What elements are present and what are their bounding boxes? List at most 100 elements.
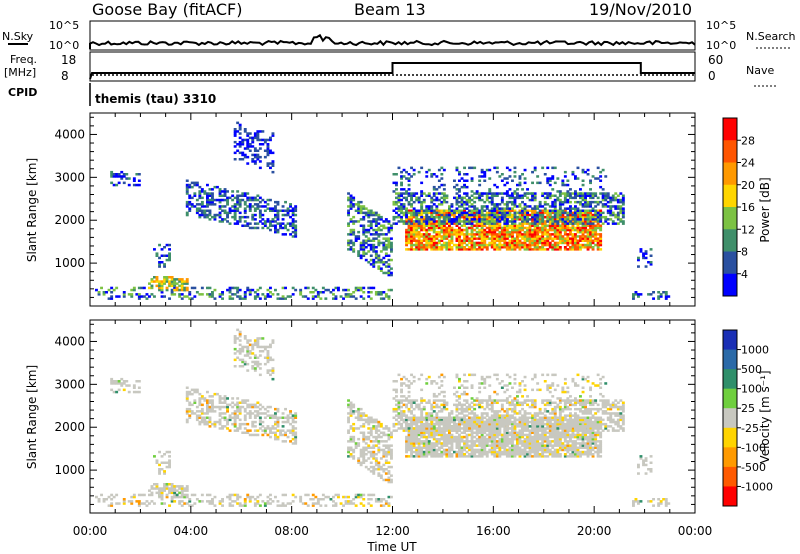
power-cell	[258, 209, 262, 212]
power-cell	[238, 132, 242, 135]
power-cell	[508, 243, 512, 247]
power-cell	[541, 241, 545, 245]
velocity-cell	[112, 380, 116, 383]
power-cell	[276, 230, 280, 234]
power-cell	[483, 237, 487, 240]
power-cell	[526, 209, 529, 212]
power-cell	[163, 295, 166, 298]
power-cell	[427, 218, 431, 221]
power-cell	[536, 224, 540, 227]
power-cell	[420, 233, 424, 236]
velocity-cell	[233, 500, 237, 503]
power-cell	[261, 213, 265, 217]
power-cell	[513, 224, 517, 227]
power-cell	[611, 196, 615, 200]
velocity-cell	[478, 444, 482, 447]
velocity-cell	[130, 495, 134, 499]
power-cell	[528, 213, 532, 217]
velocity-cell	[266, 495, 270, 499]
velocity-cell	[253, 356, 257, 359]
velocity-cell	[279, 433, 282, 437]
power-cell	[387, 273, 391, 277]
velocity-cell	[226, 422, 229, 426]
velocity-cell	[382, 468, 386, 471]
power-cell	[480, 246, 484, 249]
power-cell	[480, 192, 484, 195]
velocity-cell	[349, 446, 353, 449]
velocity-cell	[478, 448, 482, 452]
power-cell	[543, 237, 547, 240]
power-cell	[410, 220, 413, 223]
power-cell	[495, 248, 499, 251]
velocity-cell	[294, 437, 298, 441]
power-cell	[503, 233, 507, 236]
velocity-cell	[387, 435, 391, 439]
velocity-cell	[445, 455, 449, 458]
velocity-cell	[349, 502, 353, 505]
velocity-cell	[200, 418, 204, 422]
power-cell	[523, 215, 527, 219]
power-cell	[160, 284, 164, 288]
power-cell	[377, 256, 381, 260]
power-cell	[498, 211, 502, 215]
velocity-cell	[243, 401, 247, 404]
power-cell	[566, 241, 570, 245]
power-cell	[369, 286, 373, 290]
power-cell	[621, 196, 625, 200]
velocity-cell	[246, 431, 250, 434]
velocity-cell	[468, 444, 471, 447]
velocity-cell	[430, 418, 434, 422]
power-cell	[533, 213, 537, 217]
velocity-cell	[364, 459, 368, 462]
velocity-cell	[238, 401, 242, 404]
power-cell	[571, 218, 575, 221]
power-cell	[571, 248, 575, 251]
velocity-cell	[473, 444, 477, 447]
velocity-cell	[253, 403, 257, 407]
velocity-cell	[437, 437, 441, 441]
power-cell	[576, 224, 580, 227]
velocity-cell	[274, 416, 277, 419]
power-cell	[493, 222, 497, 225]
power-cell	[180, 278, 184, 281]
power-cell	[379, 297, 383, 300]
power-cell	[498, 235, 502, 238]
power-cell	[387, 258, 391, 262]
power-cell	[470, 203, 474, 206]
power-cell	[359, 224, 363, 227]
velocity-cell	[163, 472, 166, 475]
power-cell	[206, 215, 209, 219]
velocity-cell	[448, 442, 451, 445]
power-cell	[243, 224, 247, 227]
velocity-cell	[294, 416, 298, 419]
velocity-cell	[163, 502, 166, 505]
power-cell	[188, 185, 192, 189]
power-cell	[420, 207, 424, 210]
power-cell	[503, 239, 507, 242]
power-cell	[407, 220, 411, 223]
power-cell	[185, 185, 189, 189]
power-cell	[437, 233, 441, 236]
velocity-cell	[425, 442, 429, 445]
power-cell	[508, 226, 512, 230]
power-cell	[445, 200, 449, 204]
power-cell	[528, 205, 532, 208]
velocity-cell	[382, 427, 386, 430]
power-cell	[269, 222, 272, 225]
power-cell	[412, 248, 416, 251]
power-cell	[483, 215, 487, 219]
power-cell	[291, 220, 295, 223]
power-cell	[536, 239, 540, 242]
power-cell	[586, 237, 590, 240]
velocity-cell	[223, 416, 227, 419]
velocity-cell	[243, 345, 247, 349]
velocity-cell	[480, 433, 484, 437]
power-cell	[516, 196, 519, 200]
power-cell	[294, 220, 298, 223]
velocity-cell	[253, 354, 257, 357]
velocity-cell	[374, 435, 378, 439]
power-cell	[500, 209, 504, 212]
power-cell	[281, 209, 285, 212]
velocity-cell	[478, 422, 482, 426]
velocity-cell	[248, 405, 252, 409]
